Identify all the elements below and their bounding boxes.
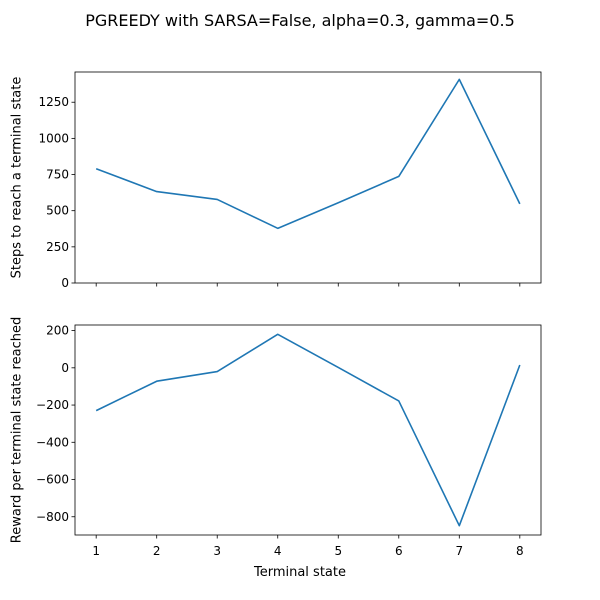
steps-axes-frame — [74, 71, 542, 284]
reward-subplot: −800 −600 −400 −200 0 200 1 2 3 4 5 6 7 8 Reward per t… — [10, 317, 542, 558]
reward-series-line — [95, 333, 521, 527]
steps-y-tick-label: 1250 — [38, 95, 69, 109]
steps-y-tick-label: 750 — [46, 168, 69, 182]
steps-y-axis-label: Steps to reach a terminal state — [10, 77, 25, 279]
steps-series-line — [95, 78, 521, 230]
steps-y-tick-label: 1000 — [38, 131, 69, 145]
x-tick-label: 2 — [153, 544, 161, 558]
reward-axes-frame — [74, 324, 542, 536]
reward-y-tick-label: −400 — [36, 435, 69, 449]
x-axis-label: Terminal state — [253, 565, 346, 580]
reward-y-axis-label: Reward per terminal state reached — [10, 317, 25, 543]
reward-y-tick-label: −600 — [36, 473, 69, 487]
x-tick-label: 3 — [213, 544, 221, 558]
x-tick-label: 6 — [395, 544, 403, 558]
x-tick-label: 7 — [455, 544, 463, 558]
steps-y-tick-label: 500 — [46, 204, 69, 218]
steps-subplot: 0 250 500 750 1000 1250 Steps to reach a termi… — [10, 71, 542, 290]
steps-y-tick-label: 250 — [46, 240, 69, 254]
x-tick-label: 8 — [516, 544, 524, 558]
reward-y-tick-label: 200 — [46, 324, 69, 338]
reward-y-tick-label: −200 — [36, 398, 69, 412]
x-tick-label: 1 — [92, 544, 100, 558]
x-tick-label: 5 — [334, 544, 342, 558]
reward-y-tick-label: −800 — [36, 510, 69, 524]
reward-y-tick-label: 0 — [61, 361, 69, 375]
x-tick-label: 4 — [274, 544, 282, 558]
figure-title: PGREEDY with SARSA=False, alpha=0.3, gam… — [85, 11, 515, 30]
steps-y-tick-label: 0 — [61, 276, 69, 290]
